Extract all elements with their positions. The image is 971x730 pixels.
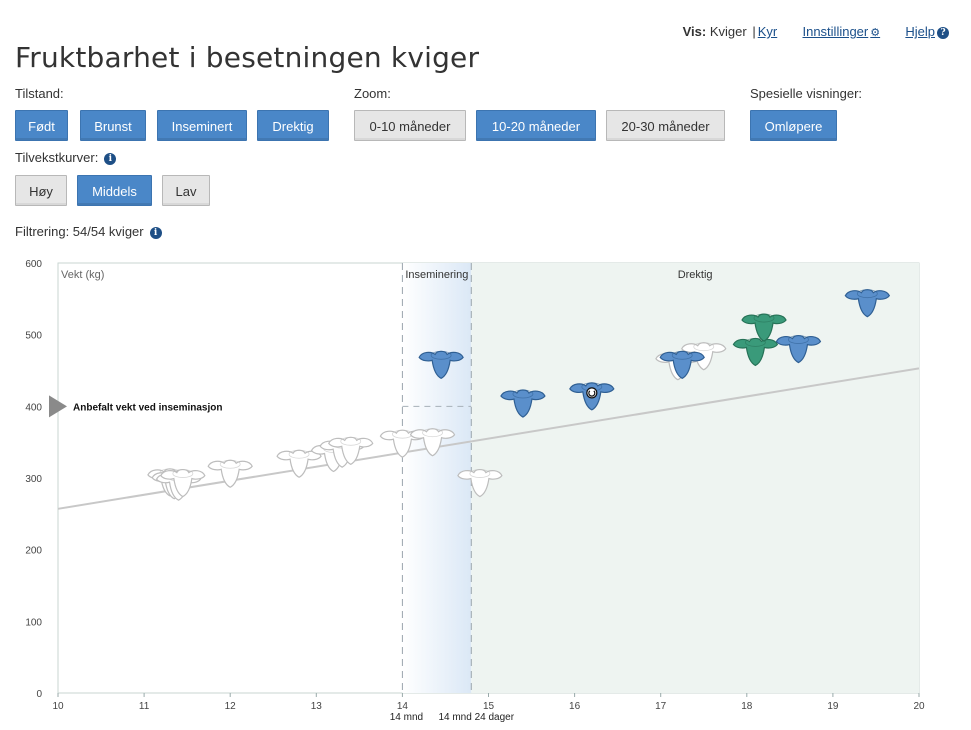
zoom-label: Zoom: bbox=[354, 86, 391, 101]
cow-head-icon bbox=[418, 350, 464, 380]
x-tick-label: 18 bbox=[741, 701, 753, 712]
curve-middels-button[interactable]: Middels bbox=[77, 175, 152, 206]
filter-text: Filtrering: 54/54 kviger bbox=[15, 224, 144, 239]
omlopere-button[interactable]: Omløpere bbox=[750, 110, 837, 141]
y-tick-label: 500 bbox=[25, 331, 42, 342]
y-tick-label: 0 bbox=[36, 689, 42, 700]
cow-head-icon bbox=[276, 449, 322, 478]
y-tick-label: 600 bbox=[25, 259, 42, 270]
special-views-label: Spesielle visninger: bbox=[750, 86, 863, 101]
vis-current: Kviger bbox=[709, 24, 747, 39]
y-axis-label: Vekt (kg) bbox=[61, 269, 104, 281]
info-icon[interactable]: i bbox=[104, 153, 117, 165]
filter-row: Filtrering: 54/54 kviger i bbox=[15, 224, 162, 239]
cow-head-icon bbox=[775, 334, 822, 364]
gear-icon: ⚙ bbox=[870, 27, 881, 39]
zoom-20-30-button[interactable]: 20-30 måneder bbox=[606, 110, 725, 141]
cow-head-icon bbox=[328, 436, 374, 466]
x-tick-label: 14 bbox=[397, 701, 409, 712]
cow-marker[interactable] bbox=[775, 334, 822, 364]
x-tick-label: 12 bbox=[225, 701, 237, 712]
growth-curve bbox=[57, 367, 920, 510]
cow-head-icon bbox=[207, 459, 253, 488]
cow-marker[interactable] bbox=[569, 382, 615, 411]
cow-marker[interactable] bbox=[732, 337, 779, 367]
cow-marker[interactable] bbox=[418, 350, 464, 380]
curves-label: Tilvekstkurver: bbox=[15, 150, 99, 165]
help-link[interactable]: Hjelp? bbox=[905, 24, 949, 39]
x-tick-label: 10 bbox=[52, 701, 64, 712]
cow-marker[interactable] bbox=[659, 350, 705, 380]
x-tick-label: 19 bbox=[827, 701, 839, 712]
recommended-marker-icon bbox=[49, 395, 67, 418]
zoom-10-20-button[interactable]: 10-20 måneder bbox=[476, 110, 596, 141]
y-tick-label: 100 bbox=[25, 617, 42, 628]
help-label: Hjelp bbox=[905, 24, 935, 39]
settings-link[interactable]: Innstillinger ⚙ bbox=[802, 24, 880, 39]
vline-label-start: 14 mnd bbox=[390, 712, 423, 723]
vis-kyr-link[interactable]: Kyr bbox=[757, 24, 778, 39]
y-tick-label: 300 bbox=[25, 474, 42, 485]
y-tick-label: 400 bbox=[25, 402, 42, 413]
x-tick-label: 20 bbox=[913, 701, 925, 712]
x-tick-label: 11 bbox=[139, 701, 150, 712]
view-switcher: Vis: Kviger | Kyr Innstillinger ⚙ Hjelp? bbox=[683, 24, 949, 39]
cow-head-icon bbox=[741, 313, 787, 342]
cow-marker[interactable] bbox=[276, 449, 322, 478]
zoom-0-10-button[interactable]: 0-10 måneder bbox=[354, 110, 466, 141]
tilstand-drektig-button[interactable]: Drektig bbox=[257, 110, 329, 141]
cow-head-icon bbox=[160, 468, 206, 498]
curve-lav-button[interactable]: Lav bbox=[162, 175, 210, 206]
page-title: Fruktbarhet i besetningen kviger bbox=[15, 40, 480, 74]
cow-head-icon bbox=[844, 289, 891, 318]
settings-label: Innstillinger bbox=[802, 24, 869, 39]
curves-label-row: Tilvekstkurver: i bbox=[15, 150, 117, 165]
tilstand-fodt-button[interactable]: Født bbox=[15, 110, 68, 141]
cow-marker[interactable] bbox=[844, 289, 891, 318]
cow-marker[interactable] bbox=[457, 468, 503, 498]
curve-hoy-button[interactable]: Høy bbox=[15, 175, 67, 206]
cow-head-icon bbox=[457, 468, 503, 498]
tilstand-label: Tilstand: bbox=[15, 86, 64, 101]
cow-head-icon bbox=[500, 389, 546, 418]
recommended-weight-label: Anbefalt vekt ved inseminasjon bbox=[73, 402, 223, 413]
cow-marker[interactable] bbox=[409, 428, 456, 457]
cow-marker[interactable] bbox=[500, 389, 546, 418]
info-icon[interactable]: i bbox=[149, 227, 162, 239]
x-tick-label: 17 bbox=[655, 701, 667, 712]
vline-label-end: 14 mnd 24 dager bbox=[438, 712, 514, 723]
zone-label-inseminering: Inseminering bbox=[405, 269, 468, 281]
tilstand-inseminert-button[interactable]: Inseminert bbox=[157, 110, 247, 141]
weight-chart: Inseminering Drektig 0 100 200 300 400 500 600 10… bbox=[25, 259, 925, 723]
cow-head-icon bbox=[732, 337, 779, 367]
cow-head-icon bbox=[659, 350, 705, 380]
vis-separator: | bbox=[752, 24, 756, 39]
cow-marker[interactable] bbox=[328, 436, 374, 466]
y-tick-label: 200 bbox=[25, 546, 42, 557]
cow-marker[interactable] bbox=[160, 468, 206, 498]
zone-drektig bbox=[471, 263, 919, 693]
zone-label-drektig: Drektig bbox=[678, 269, 713, 281]
x-tick-label: 13 bbox=[311, 701, 323, 712]
question-circle-icon: ? bbox=[937, 27, 949, 39]
vis-label: Vis: bbox=[682, 24, 707, 39]
cow-marker[interactable] bbox=[207, 459, 253, 488]
x-tick-label: 16 bbox=[569, 701, 581, 712]
cow-marker[interactable] bbox=[741, 313, 787, 342]
tilstand-brunst-button[interactable]: Brunst bbox=[80, 110, 146, 141]
cow-head-icon bbox=[409, 428, 456, 457]
x-tick-label: 15 bbox=[483, 701, 495, 712]
